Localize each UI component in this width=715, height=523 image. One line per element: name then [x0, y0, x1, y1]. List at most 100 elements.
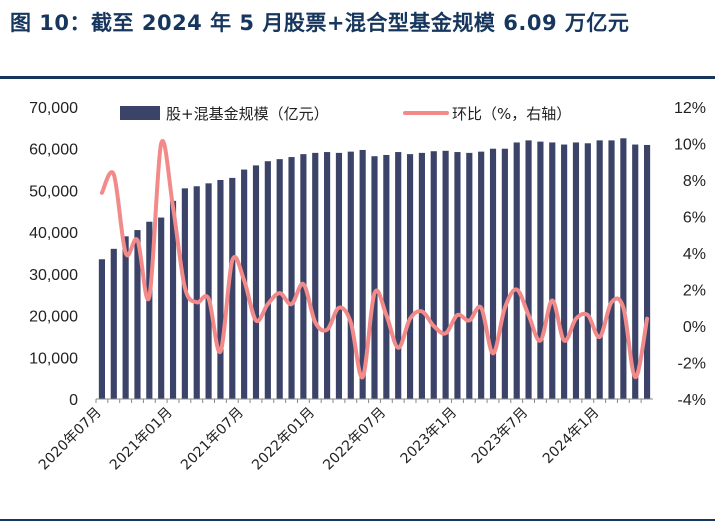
bar: [572, 142, 580, 399]
line-point: [587, 314, 589, 316]
y-left-tick-label: 30,000: [29, 267, 78, 284]
chart-title: 图 10：截至 2024 年 5 月股票+混合型基金规模 6.09 万亿元: [10, 11, 630, 35]
line-point: [492, 352, 494, 354]
bar: [608, 140, 615, 399]
y-left-tick-label: 70,000: [29, 100, 78, 117]
line-point: [326, 329, 328, 331]
line-point: [433, 325, 435, 327]
bar: [288, 157, 295, 399]
line-point: [101, 192, 103, 194]
line-point: [611, 301, 613, 303]
line-point: [113, 174, 115, 176]
y-right-tick-label: 8%: [683, 173, 706, 190]
bar: [347, 151, 354, 399]
bar: [359, 149, 366, 399]
title-rule: [0, 76, 715, 79]
bar: [537, 141, 544, 399]
bar: [371, 156, 378, 399]
x-tick-label: 2022年01月: [249, 405, 318, 474]
bar: [395, 152, 402, 399]
line-point: [409, 318, 411, 320]
line-point: [421, 310, 423, 312]
bar: [418, 152, 425, 399]
bar: [312, 152, 319, 399]
line-point: [362, 376, 364, 378]
legend-bar-label: 股+混基金规模（亿元）: [166, 105, 329, 123]
line-point: [148, 296, 150, 298]
bar: [146, 221, 153, 399]
bar: [513, 142, 520, 399]
bar: [430, 151, 437, 399]
bar: [561, 144, 568, 399]
line-point: [374, 292, 375, 294]
line-point: [468, 320, 470, 322]
line-point: [480, 307, 482, 309]
bar: [501, 148, 508, 399]
line-point: [551, 299, 553, 301]
y-right-tick-label: 12%: [674, 100, 706, 117]
bar: [549, 142, 556, 399]
line-point: [516, 289, 518, 290]
line-point: [136, 239, 138, 241]
line-point: [338, 307, 340, 309]
line-point: [255, 320, 257, 322]
x-tick-label: 2021年07月: [178, 405, 247, 474]
x-tick-label: 2020年07月: [36, 405, 105, 474]
line-point: [563, 340, 565, 342]
x-tick-label: 2022年07月: [320, 405, 389, 474]
line-point: [385, 314, 387, 316]
line-point: [291, 303, 293, 305]
y-right-tick-label: -4%: [678, 392, 706, 409]
x-tick-label: 2024年1月: [540, 405, 603, 468]
line-point: [397, 347, 399, 349]
line-point: [267, 303, 269, 305]
line-point: [160, 143, 162, 144]
bar: [324, 152, 331, 399]
line-path: [99, 139, 650, 380]
line-point: [634, 376, 636, 378]
x-tick-label: 2021年01月: [107, 405, 176, 474]
legend-bar-swatch: [120, 106, 160, 120]
chart-title-block: 图 10：截至 2024 年 5 月股票+混合型基金规模 6.09 万亿元: [10, 8, 705, 38]
line-point: [172, 206, 174, 208]
bar: [229, 177, 236, 399]
line-point: [302, 283, 304, 285]
bar: [489, 148, 497, 399]
bar: [632, 144, 639, 399]
legend: 股+混基金规模（亿元） 环比（%，右轴）: [120, 105, 571, 123]
line-point: [456, 314, 458, 316]
y-left-tick-label: 60,000: [29, 142, 78, 159]
line-point: [125, 252, 127, 254]
line-point: [575, 318, 577, 320]
line-point: [539, 340, 541, 342]
bar: [276, 159, 283, 399]
bar: [252, 165, 260, 399]
bar: [643, 144, 651, 399]
line-point: [231, 259, 233, 261]
line-point: [314, 321, 316, 323]
bar: [193, 186, 200, 399]
y-left-tick-label: 0: [69, 392, 78, 409]
line-point: [599, 336, 601, 338]
bar: [620, 138, 627, 400]
line-point: [528, 314, 530, 316]
bar: [264, 161, 271, 399]
legend-line-label: 环比（%，右轴）: [452, 105, 571, 123]
bar: [217, 180, 224, 399]
y-right-tick-label: 0%: [683, 319, 706, 336]
line-series: [99, 139, 650, 380]
bar: [478, 151, 485, 399]
bar: [134, 230, 141, 399]
x-tick-label: 2023年7月: [469, 405, 532, 468]
y-right-tick-label: -2%: [678, 356, 706, 373]
y-right-tick-label: 6%: [683, 210, 706, 227]
line-point: [184, 287, 186, 289]
bar-series: [98, 138, 651, 400]
y-left-tick-label: 20,000: [29, 309, 78, 326]
y-left-tick-label: 40,000: [29, 225, 78, 242]
y-left-tick-label: 50,000: [29, 183, 78, 200]
bar: [525, 140, 532, 399]
line-point: [504, 307, 506, 309]
line-point: [646, 318, 648, 320]
line-point: [196, 301, 198, 303]
